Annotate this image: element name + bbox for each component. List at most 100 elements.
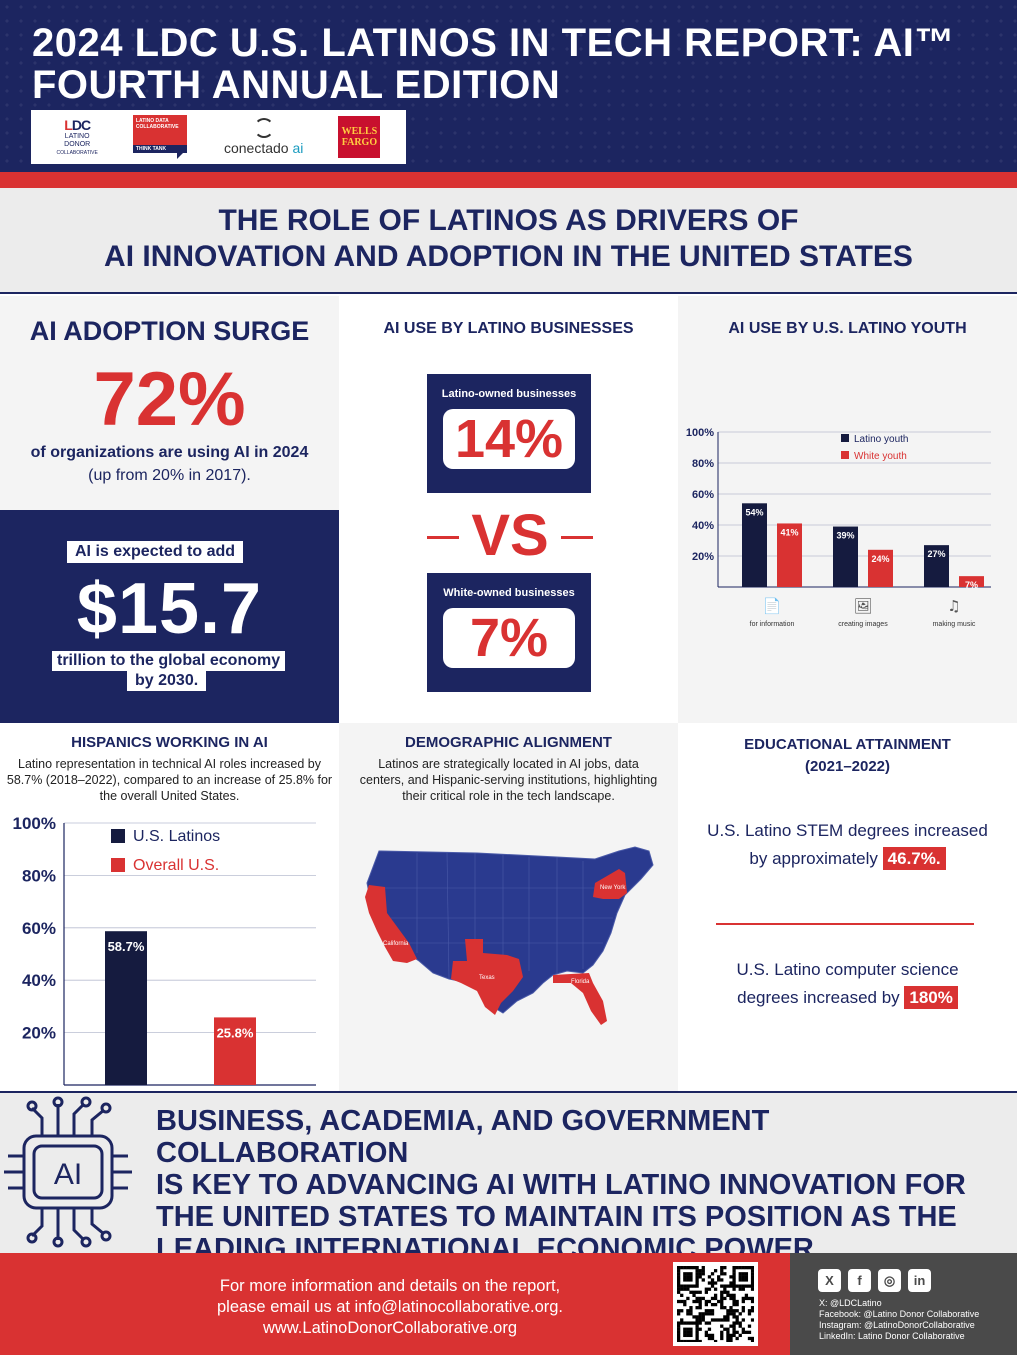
qr-module (677, 1333, 681, 1338)
qr-module (683, 1287, 687, 1291)
qr-module (695, 1324, 699, 1328)
qr-module (720, 1278, 724, 1282)
education-title: EDUCATIONAL ATTAINMENT (2021–2022) (744, 736, 951, 775)
adoption-panel: AI ADOPTION SURGE 72% of organizations a… (0, 296, 339, 510)
linkedin-icon[interactable]: in (908, 1269, 931, 1292)
website-link[interactable]: www.LatinoDonorCollaborative.org (262, 1319, 518, 1337)
qr-module (732, 1309, 736, 1313)
qr-module (744, 1296, 749, 1301)
qr-module (744, 1278, 749, 1282)
qr-module (726, 1327, 730, 1331)
california-shape (365, 885, 417, 963)
qr-module (747, 1324, 752, 1328)
qr-module (710, 1318, 715, 1322)
x-icon[interactable]: X (818, 1269, 841, 1292)
qr-module (720, 1306, 724, 1310)
qr-module (698, 1318, 702, 1322)
qr-module (707, 1299, 712, 1304)
economy-panel: AI is expected to add $15.7 trillion to … (0, 510, 339, 723)
section-subtitle: THE ROLE OF LATINOS AS DRIVERS OF AI INN… (104, 204, 913, 273)
adoption-caption: of organizations are using AI in 2024 (30, 444, 309, 461)
qr-module (720, 1296, 724, 1301)
qr-module (750, 1299, 754, 1304)
red-divider-strip (0, 172, 1017, 188)
qr-code[interactable] (673, 1262, 758, 1346)
qr-module (735, 1318, 739, 1322)
qr-module (732, 1299, 736, 1304)
facebook-handle[interactable]: Facebook: @Latino Donor Collaborative (819, 1309, 980, 1319)
data-label: 24% (871, 554, 889, 564)
facebook-icon[interactable]: f (848, 1269, 871, 1292)
footer-contact-area (0, 1253, 790, 1355)
instagram-icon[interactable]: ◎ (878, 1269, 901, 1292)
qr-module (729, 1309, 733, 1313)
qr-module (729, 1339, 733, 1342)
qr-module (686, 1339, 690, 1342)
qr-module (720, 1272, 724, 1276)
qr-module (689, 1309, 693, 1313)
qr-module (698, 1315, 702, 1319)
qr-module (677, 1272, 681, 1276)
qr-module (692, 1315, 696, 1319)
contact-email-link[interactable]: please email us at info@latinocollaborat… (216, 1298, 564, 1316)
ai-chip-label: AI (54, 1158, 82, 1191)
qr-module (680, 1339, 684, 1342)
sponsor-logos: LDC LATINO DONOR COLLABORATIVE LATINO DA… (31, 110, 406, 164)
qr-module (710, 1278, 715, 1282)
qr-module (689, 1266, 693, 1270)
conectado-ai-logo: conectado ai (224, 118, 303, 156)
report-title: 2024 LDC U.S. LATINOS IN TECH REPORT: AI… (32, 22, 992, 106)
qr-module (686, 1287, 690, 1291)
qr-module (732, 1272, 736, 1276)
qr-module (695, 1284, 699, 1288)
qr-module (689, 1278, 693, 1282)
vs-divider-left (427, 536, 459, 539)
bar (924, 545, 949, 587)
qr-module (735, 1302, 739, 1307)
qr-module (689, 1333, 693, 1338)
x-handle[interactable]: X: @LDCLatino (819, 1298, 882, 1308)
qr-module (704, 1287, 708, 1291)
stem-degrees-text: U.S. Latino STEM degrees increased by ap… (707, 821, 988, 870)
qr-module (723, 1318, 727, 1322)
business-panel: AI USE BY LATINO BUSINESSES Latino-owned… (339, 296, 678, 723)
economy-year-label: by 2030. (127, 671, 207, 691)
footer-contact-text: For more information and details on the … (200, 1276, 580, 1339)
qr-module (677, 1266, 681, 1270)
wells-fargo-logo: WELLS FARGO (338, 116, 381, 158)
qr-module (701, 1315, 705, 1319)
qr-module (692, 1284, 696, 1288)
qr-module (689, 1290, 693, 1294)
qr-module (741, 1330, 745, 1334)
qr-module (707, 1321, 712, 1325)
qr-module (695, 1333, 699, 1338)
qr-module (677, 1321, 681, 1325)
data-label: 25.8% (217, 1025, 254, 1040)
instagram-handle[interactable]: Instagram: @LatinoDonorCollaborative (819, 1320, 975, 1330)
economy-pre-label: AI is expected to add (67, 541, 244, 563)
y-tick-label: 80% (692, 458, 714, 470)
adoption-subcaption: (up from 20% in 2017). (88, 467, 251, 484)
qr-module (677, 1284, 681, 1288)
qr-module (710, 1312, 715, 1316)
qr-module (744, 1293, 749, 1297)
qr-module (738, 1321, 742, 1325)
qr-module (707, 1327, 712, 1331)
qr-module (738, 1272, 742, 1276)
economy-stat: $15.7 (76, 569, 263, 649)
bar (742, 503, 767, 587)
qr-module (750, 1287, 754, 1291)
qr-module (750, 1266, 754, 1270)
qr-module (726, 1336, 730, 1341)
economy-post-label: trillion to the global economy (52, 651, 286, 671)
linkedin-handle[interactable]: LinkedIn: Latino Donor Collaborative (819, 1331, 965, 1341)
cs-degrees-value: 180% (904, 986, 958, 1009)
qr-module (726, 1330, 730, 1334)
qr-module (704, 1330, 708, 1334)
y-tick-label: 100% (13, 814, 56, 833)
legend-label: White youth (854, 451, 907, 462)
cs-degrees-text: U.S. Latino computer science degrees inc… (736, 960, 959, 1009)
qr-module (710, 1281, 715, 1285)
music-note-icon: ♫ (947, 597, 960, 615)
qr-module (735, 1284, 739, 1288)
